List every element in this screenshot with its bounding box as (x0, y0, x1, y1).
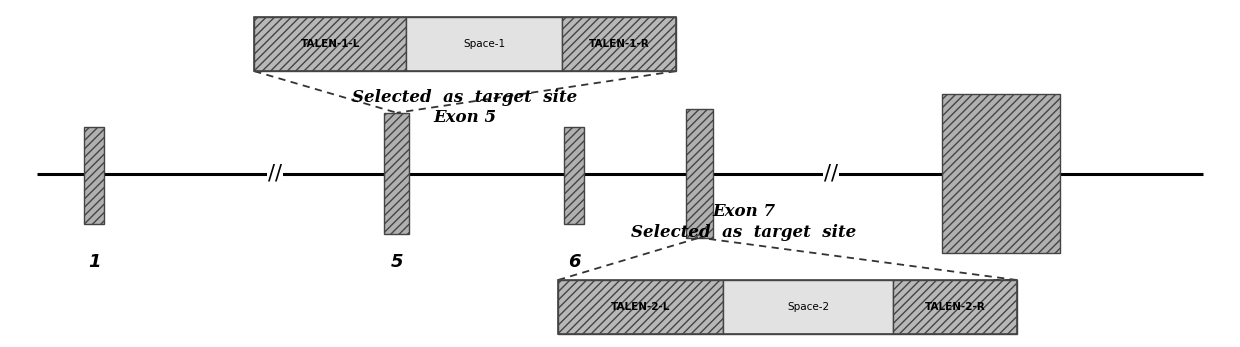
Text: TALEN-2-L: TALEN-2-L (611, 302, 671, 312)
Text: Space-1: Space-1 (463, 39, 505, 49)
Text: 1: 1 (88, 253, 100, 271)
Text: Selected  as  target  site: Selected as target site (631, 224, 857, 241)
Bar (686, 109, 713, 238)
Bar (893, 280, 1017, 334)
Text: TALEN-1-L: TALEN-1-L (300, 39, 360, 49)
Text: TALEN-1-R: TALEN-1-R (589, 39, 650, 49)
Text: 6: 6 (568, 253, 580, 271)
Bar (942, 94, 1060, 253)
Bar (562, 17, 676, 71)
Text: Exon 5: Exon 5 (434, 110, 496, 126)
Text: Space-2: Space-2 (787, 302, 830, 312)
Text: 5: 5 (391, 253, 403, 271)
Bar (405, 17, 562, 71)
Text: TALEN-2-R: TALEN-2-R (925, 302, 986, 312)
Bar (723, 280, 893, 334)
Bar (254, 17, 405, 71)
Bar (84, 127, 104, 224)
Text: Exon 7: Exon 7 (713, 203, 775, 220)
Text: Selected  as  target  site: Selected as target site (352, 89, 578, 105)
Bar (558, 280, 1017, 334)
Text: //: // (268, 163, 283, 184)
Text: 11: 11 (988, 278, 1014, 296)
Bar (254, 17, 676, 71)
Bar (564, 127, 584, 224)
Bar (384, 113, 409, 234)
Text: //: // (823, 163, 838, 184)
Bar (558, 280, 723, 334)
